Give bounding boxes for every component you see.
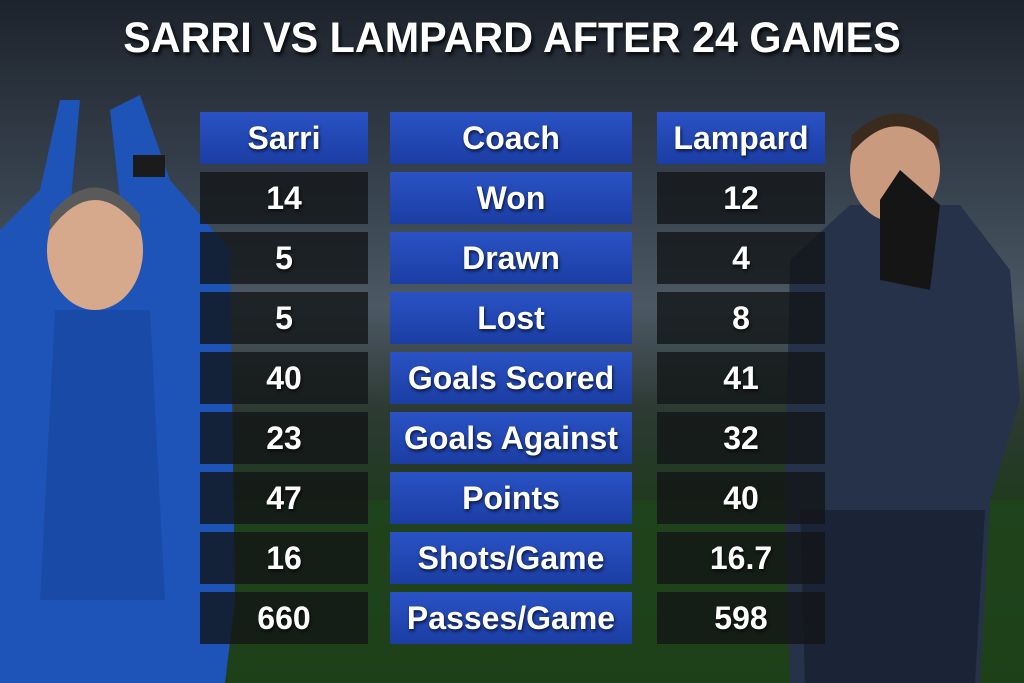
stat-label: Won xyxy=(390,172,632,224)
sarri-value: 40 xyxy=(200,352,368,404)
stat-label: Goals Against xyxy=(390,412,632,464)
header-lampard: Lampard xyxy=(657,112,825,164)
sarri-value: 5 xyxy=(200,292,368,344)
stat-label: Points xyxy=(390,472,632,524)
lampard-value: 32 xyxy=(657,412,825,464)
stat-label: Lost xyxy=(390,292,632,344)
stat-label: Shots/Game xyxy=(390,532,632,584)
sarri-value: 16 xyxy=(200,532,368,584)
stat-label: Goals Scored xyxy=(390,352,632,404)
lampard-value: 16.7 xyxy=(657,532,825,584)
header-coach: Coach xyxy=(390,112,632,164)
left-coach-figure xyxy=(0,95,235,683)
lampard-value: 40 xyxy=(657,472,825,524)
lampard-value: 8 xyxy=(657,292,825,344)
right-coach-figure xyxy=(785,113,1020,683)
title: SARRI VS LAMPARD AFTER 24 GAMES xyxy=(123,14,901,62)
lampard-value: 4 xyxy=(657,232,825,284)
sarri-value: 23 xyxy=(200,412,368,464)
lampard-value: 598 xyxy=(657,592,825,644)
sarri-value: 5 xyxy=(200,232,368,284)
stat-label: Drawn xyxy=(390,232,632,284)
lampard-value: 12 xyxy=(657,172,825,224)
sarri-value: 14 xyxy=(200,172,368,224)
header-sarri: Sarri xyxy=(200,112,368,164)
sarri-value: 660 xyxy=(200,592,368,644)
stat-label: Passes/Game xyxy=(390,592,632,644)
sarri-value: 47 xyxy=(200,472,368,524)
lampard-value: 41 xyxy=(657,352,825,404)
